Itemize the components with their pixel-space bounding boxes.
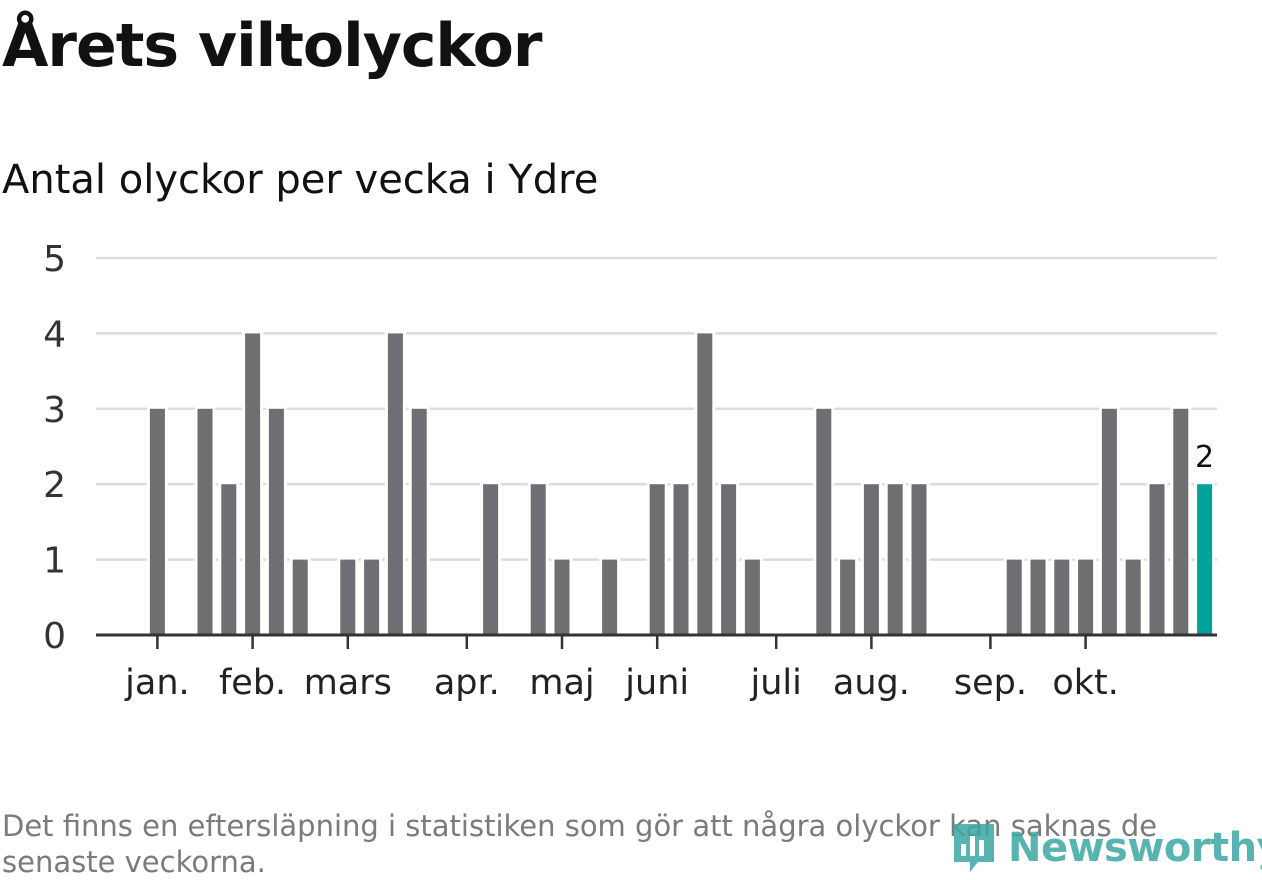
bar xyxy=(1101,408,1117,635)
bar xyxy=(697,333,713,635)
bar xyxy=(483,484,499,635)
bar xyxy=(863,484,879,635)
bar xyxy=(1125,559,1141,635)
x-tick-label: juli xyxy=(750,663,802,703)
bar xyxy=(387,333,403,635)
bar xyxy=(602,559,618,635)
newsworthy-logo: Newsworthy xyxy=(950,818,1262,878)
bar-highlight xyxy=(1197,484,1213,635)
bar xyxy=(268,408,284,635)
bar xyxy=(292,559,308,635)
x-tick-label: apr. xyxy=(434,663,500,703)
x-tick-label: okt. xyxy=(1052,663,1119,703)
bar xyxy=(340,559,356,635)
bar xyxy=(221,484,237,635)
bar xyxy=(364,559,380,635)
bar xyxy=(673,484,689,635)
x-tick-label: juni xyxy=(624,663,689,703)
x-tick-label: mars xyxy=(304,663,392,703)
bar xyxy=(1078,559,1094,635)
bar xyxy=(816,408,832,635)
bar xyxy=(1173,408,1189,635)
chart-title: Årets viltolyckor xyxy=(2,11,542,81)
x-tick-label: maj xyxy=(529,663,594,703)
bar xyxy=(554,559,570,635)
bar xyxy=(744,559,760,635)
bar xyxy=(149,408,165,635)
data-label: 2 xyxy=(1195,440,1214,475)
bar xyxy=(840,559,856,635)
y-tick-label: 3 xyxy=(43,390,66,431)
bar xyxy=(649,484,665,635)
y-tick-label: 4 xyxy=(43,314,66,355)
bar xyxy=(411,408,427,635)
x-tick-label: aug. xyxy=(833,663,910,703)
y-tick-label: 1 xyxy=(43,541,66,582)
y-tick-label: 2 xyxy=(43,465,66,506)
bar xyxy=(1149,484,1165,635)
bar-chart-badge-icon xyxy=(954,824,994,872)
bar xyxy=(1030,559,1046,635)
bar xyxy=(721,484,737,635)
x-tick-label: sep. xyxy=(954,663,1027,703)
bar xyxy=(245,333,261,635)
y-tick-label: 0 xyxy=(43,616,66,657)
bar xyxy=(530,484,546,635)
chart-subtitle: Antal olyckor per vecka i Ydre xyxy=(2,157,599,203)
bar xyxy=(887,484,903,635)
logo-text: Newsworthy xyxy=(1008,825,1262,871)
y-tick-label: 5 xyxy=(43,239,66,280)
bar xyxy=(197,408,213,635)
bar xyxy=(911,484,927,635)
bar xyxy=(1054,559,1070,635)
x-tick-label: jan. xyxy=(124,663,189,703)
bar xyxy=(1006,559,1022,635)
x-tick-label: feb. xyxy=(219,663,286,703)
